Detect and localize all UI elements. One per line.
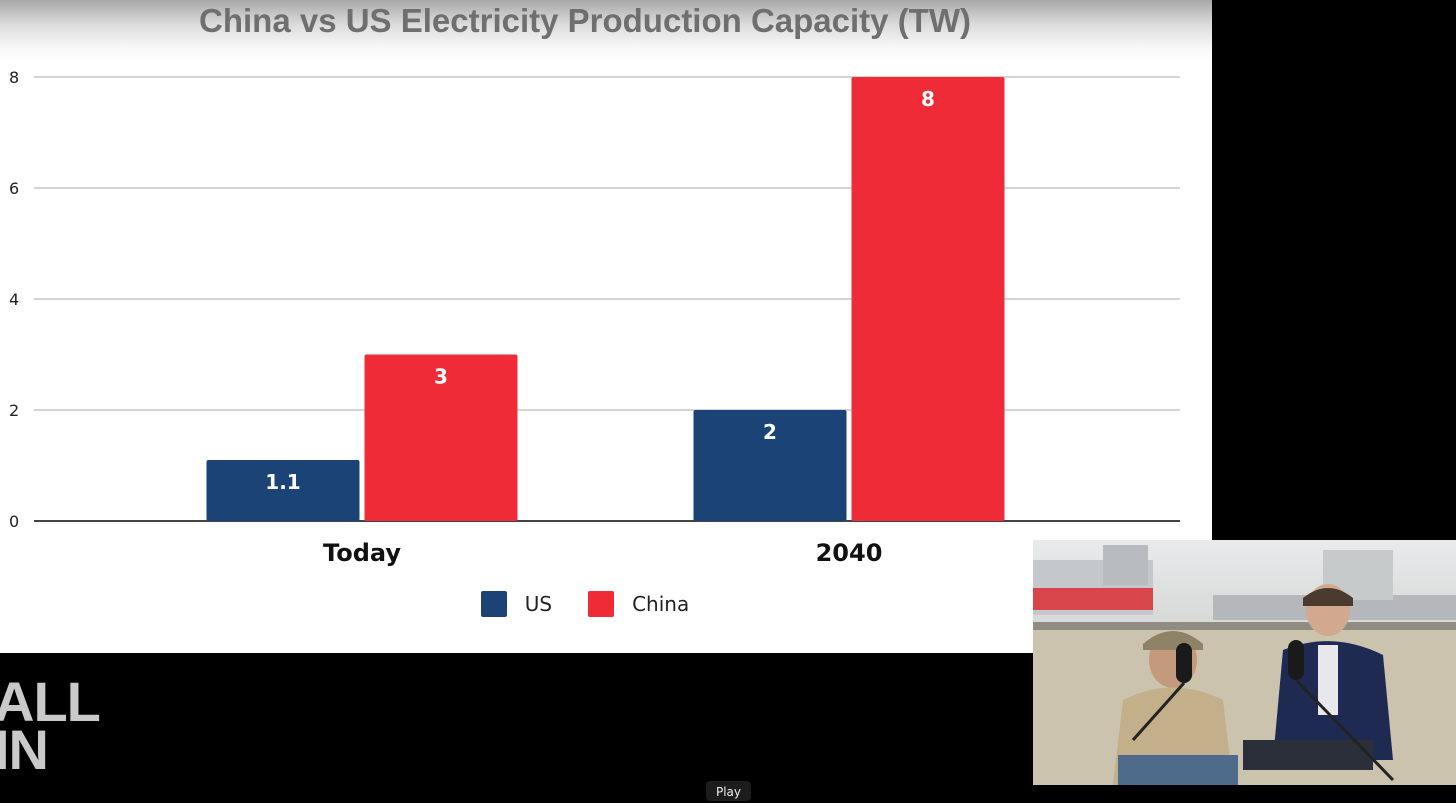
x-category-label-2040: 2040 (816, 539, 883, 567)
video-thumbnail-icon (1033, 540, 1456, 785)
legend-swatch-us (480, 591, 507, 617)
bar-china-2040 (851, 77, 1005, 521)
legend-item-us: US (480, 591, 553, 617)
slide: China vs US Electricity Production Capac… (0, 0, 1212, 653)
legend-label-china: China (632, 592, 690, 616)
bar-us-today (206, 459, 360, 521)
bar-us-2040 (693, 410, 847, 521)
picture-in-picture-video[interactable] (1033, 540, 1456, 785)
data-label-us-2040: 2 (763, 420, 777, 444)
all-in-logo: ALL IN (0, 670, 101, 781)
play-tooltip: Play (706, 781, 751, 801)
logo-line-1: ALL (0, 670, 101, 733)
data-label-us-today: 1.1 (265, 470, 300, 494)
data-label-china-2040: 8 (921, 87, 935, 111)
y-tick-label-0: 0 (9, 512, 19, 531)
title-band (0, 0, 1212, 62)
y-tick-label-2: 2 (9, 401, 19, 420)
bar-china-today (364, 354, 518, 521)
legend: US China (0, 591, 1170, 617)
legend-swatch-china (588, 591, 615, 617)
chart-title: China vs US Electricity Production Capac… (199, 2, 971, 39)
y-tick-label-6: 6 (9, 179, 19, 198)
y-tick-label-8: 8 (9, 68, 19, 87)
x-category-label-today: Today (323, 539, 401, 567)
legend-item-china: China (588, 591, 689, 617)
logo-line-2: IN (0, 718, 49, 781)
data-label-china-today: 3 (434, 365, 448, 389)
y-tick-label-4: 4 (9, 290, 19, 309)
bar-chart: 0 2 4 6 8 1.1 3 Today 2 8 2040 (9, 68, 1180, 567)
legend-label-us: US (524, 592, 553, 616)
